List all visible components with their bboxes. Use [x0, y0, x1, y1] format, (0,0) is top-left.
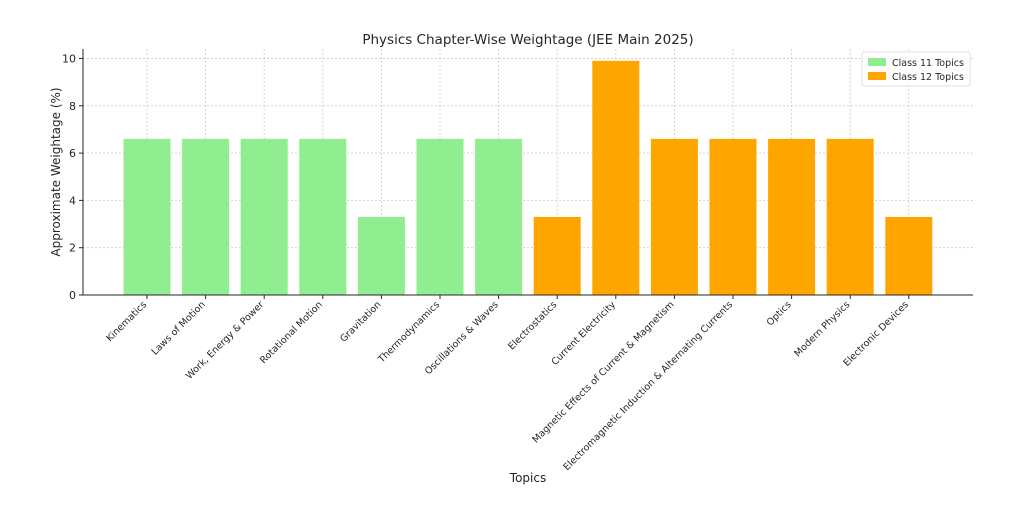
bar: [650, 138, 698, 295]
y-tick-label: 10: [62, 52, 76, 65]
axes: [79, 49, 973, 299]
y-tick-label: 4: [69, 194, 76, 207]
bar: [357, 216, 405, 295]
bars: [123, 60, 933, 296]
bar: [416, 138, 464, 295]
chart-title: Physics Chapter-Wise Weightage (JEE Main…: [362, 32, 693, 48]
bar: [533, 216, 581, 295]
bar: [240, 138, 288, 295]
legend-label: Class 11 Topics: [892, 58, 964, 69]
x-tick-label: Kinematics: [104, 299, 149, 344]
bar: [299, 138, 347, 295]
bar: [768, 138, 816, 295]
y-tick-label: 8: [69, 100, 76, 113]
bar: [182, 138, 230, 295]
bar: [885, 216, 933, 295]
bar: [826, 138, 874, 295]
legend-label: Class 12 Topics: [892, 72, 964, 83]
bar: [475, 138, 523, 295]
legend-swatch: [868, 72, 886, 80]
x-tick-label: Rotational Motion: [258, 299, 325, 366]
y-axis-title: Approximate Weightage (%): [49, 87, 63, 256]
x-tick-label: Electronic Devices: [841, 299, 911, 369]
x-tick-label: Current Electricity: [549, 299, 618, 368]
y-tick-label: 0: [69, 289, 76, 302]
x-tick-label: Laws of Motion: [150, 299, 208, 357]
bar: [592, 60, 640, 296]
x-tick-label: Modern Physics: [792, 299, 852, 359]
x-axis-title: Topics: [509, 471, 546, 485]
bar: [123, 138, 171, 295]
legend-box: [861, 51, 971, 87]
legend: Class 11 Topics Class 12 Topics: [861, 51, 971, 87]
x-tick-label: Electrostatics: [506, 299, 559, 352]
y-tick-labels: 0 2 4 6 8 10: [62, 52, 76, 302]
y-tick-label: 2: [69, 242, 76, 255]
x-tick-label: Optics: [765, 299, 794, 328]
x-tick-label: Gravitation: [338, 299, 383, 344]
bar: [709, 138, 757, 295]
x-tick-label: Thermodynamics: [376, 299, 443, 366]
y-tick-label: 6: [69, 147, 76, 160]
legend-swatch: [868, 58, 886, 66]
